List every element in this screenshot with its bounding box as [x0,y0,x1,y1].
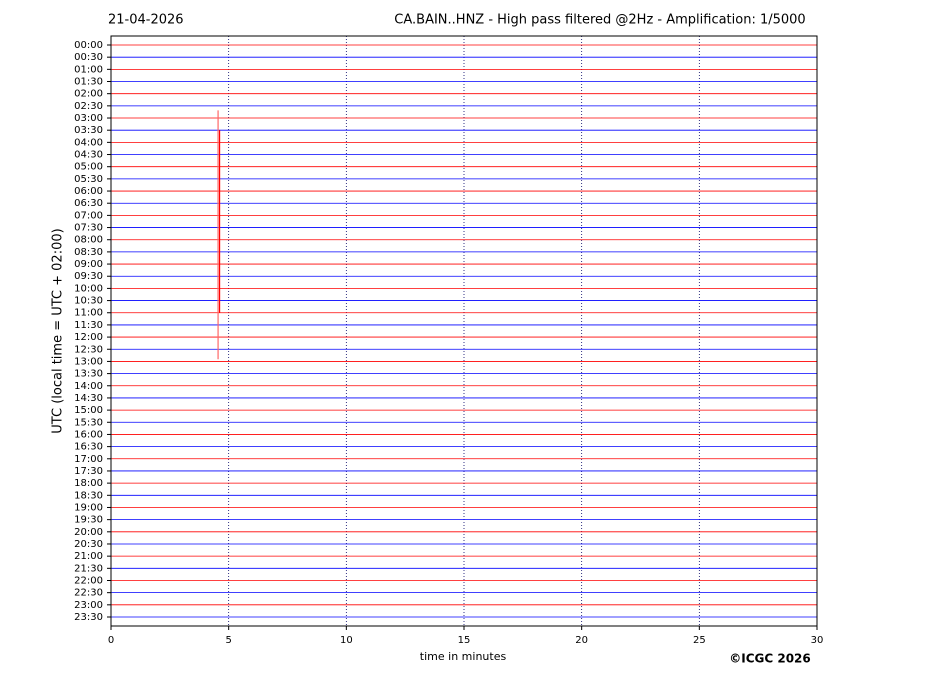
y-tick-label: 05:00 [74,162,103,173]
y-tick-label: 22:30 [74,588,103,599]
y-tick-label: 21:30 [74,563,103,574]
y-tick-label: 17:00 [74,454,103,465]
y-tick-label: 02:00 [74,89,103,100]
y-tick-label: 14:00 [74,381,103,392]
y-tick-label: 08:00 [74,235,103,246]
y-tick-label: 06:00 [74,186,103,197]
y-tick-label: 14:30 [74,393,103,404]
credit: ©ICGC 2026 [729,652,811,666]
y-tick-label: 09:30 [74,271,103,282]
y-tick-label: 03:00 [74,113,103,124]
y-tick-label: 05:30 [74,174,103,185]
y-tick-label: 01:30 [74,77,103,88]
plot-frame [110,35,818,627]
y-tick-label: 16:30 [74,442,103,453]
y-tick-label: 02:30 [74,101,103,112]
y-tick-label: 19:00 [74,502,103,513]
y-tick-label: 08:30 [74,247,103,258]
y-tick-label: 18:00 [74,478,103,489]
y-tick-label: 00:30 [74,52,103,63]
y-tick-label: 13:30 [74,369,103,380]
y-tick-label: 18:30 [74,490,103,501]
x-axis-label: time in minutes [420,650,507,663]
x-tick-label: 15 [458,635,471,646]
y-tick-label: 16:00 [74,429,103,440]
x-tick-label: 10 [340,635,353,646]
y-tick-label: 22:00 [74,575,103,586]
y-tick-label: 04:00 [74,137,103,148]
x-tick-label: 30 [811,635,824,646]
y-tick-label: 20:00 [74,527,103,538]
x-tick-label: 5 [225,635,231,646]
y-tick-label: 07:00 [74,210,103,221]
y-tick-label: 23:30 [74,612,103,623]
y-tick-label: 23:00 [74,600,103,611]
y-tick-label: 17:30 [74,466,103,477]
y-tick-label: 06:30 [74,198,103,209]
x-tick-label: 20 [575,635,588,646]
chart-title: CA.BAIN..HNZ - High pass filtered @2Hz -… [394,13,805,28]
y-tick-label: 03:30 [74,125,103,136]
x-tick-label: 25 [693,635,706,646]
y-tick-label: 00:00 [74,40,103,51]
y-tick-label: 07:30 [74,223,103,234]
y-tick-label: 15:00 [74,405,103,416]
y-tick-label: 11:30 [74,320,103,331]
y-tick-label: 11:00 [74,308,103,319]
y-tick-label: 10:00 [74,283,103,294]
y-tick-label: 21:00 [74,551,103,562]
x-tick-label: 0 [108,635,114,646]
y-tick-label: 04:30 [74,150,103,161]
y-tick-label: 09:00 [74,259,103,270]
y-tick-label: 12:00 [74,332,103,343]
y-axis-label: UTC (local time = UTC + 02:00) [51,228,66,433]
y-tick-label: 12:30 [74,344,103,355]
y-tick-label: 19:30 [74,515,103,526]
y-tick-label: 15:30 [74,417,103,428]
y-tick-label: 20:30 [74,539,103,550]
y-tick-label: 10:30 [74,296,103,307]
date: 21-04-2026 [108,13,184,28]
y-tick-label: 01:00 [74,64,103,75]
y-tick-label: 13:00 [74,356,103,367]
